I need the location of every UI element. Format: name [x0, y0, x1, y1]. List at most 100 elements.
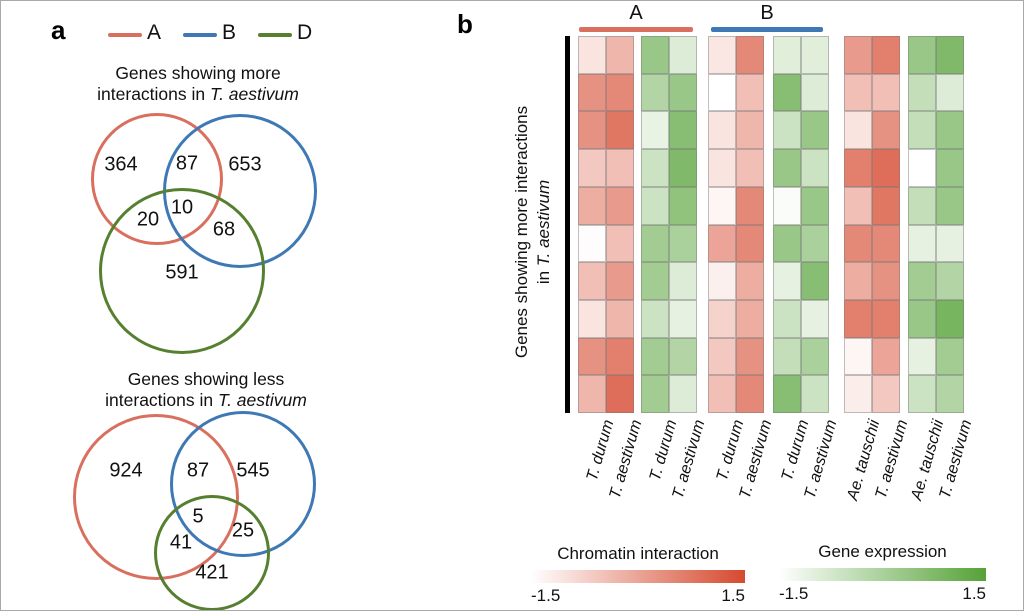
- heatmap-cell: [606, 337, 634, 376]
- heatmap-cell: [641, 36, 669, 74]
- heatmap-cell: [844, 375, 872, 413]
- legend-label-d: D: [297, 21, 313, 44]
- heatmap-cell: [578, 337, 606, 376]
- group-bar-b: [711, 27, 823, 32]
- heatmap-cell: [936, 299, 964, 338]
- heatmap-cell: [708, 149, 736, 187]
- heatmap-cell: [844, 337, 872, 376]
- chromatin-legend-title: Chromatin interaction: [557, 544, 719, 563]
- heatmap-cell: [641, 337, 669, 376]
- heatmap-cell: [708, 186, 736, 225]
- venn-more-count-ab: 87: [175, 152, 199, 175]
- heatmap-cell: [708, 337, 736, 376]
- legend-label-a: A: [147, 21, 162, 44]
- heatmap-cell: [844, 299, 872, 338]
- heatmap-cell: [606, 111, 634, 150]
- heatmap-cell: [801, 36, 829, 74]
- heatmap-cell: [708, 262, 736, 300]
- heatmap-cell: [844, 224, 872, 263]
- heatmap-cell: [669, 73, 697, 112]
- heatmap-cell: [773, 299, 801, 338]
- heatmap-cell: [908, 73, 936, 112]
- heatmap-cell: [908, 111, 936, 150]
- heatmap-cell: [736, 149, 764, 187]
- heatmap-cell: [708, 73, 736, 112]
- heatmap-block-A-chromatin: [578, 36, 634, 413]
- heatmap-cell: [936, 149, 964, 187]
- expression-legend-range: -1.5 1.5: [779, 584, 986, 604]
- venn-more-count-abd: 10: [170, 196, 194, 219]
- heatmap-cell: [801, 73, 829, 112]
- heatmap-cell: [801, 186, 829, 225]
- heatmap-cell: [736, 36, 764, 74]
- heatmap-cell: [936, 375, 964, 413]
- heatmap-cell: [606, 224, 634, 263]
- heatmap-cell: [708, 224, 736, 263]
- heatmap-cell: [908, 149, 936, 187]
- heatmap-cell: [578, 186, 606, 225]
- heatmap-y-axis-label-line1: Genes showing more interactions: [512, 105, 531, 359]
- venn-more-count-a-only: 364: [104, 153, 138, 176]
- legend-swatch-d: [258, 33, 292, 37]
- heatmap-cell: [872, 73, 900, 112]
- heatmap-cell: [708, 299, 736, 338]
- panel-b-label: b: [457, 9, 473, 39]
- heatmap-cell: [908, 337, 936, 376]
- heatmap-cell: [773, 111, 801, 150]
- heatmap-cell: [736, 73, 764, 112]
- heatmap-cell: [736, 186, 764, 225]
- venn-less-circle-d: [154, 495, 270, 610]
- heatmap-cell: [641, 186, 669, 225]
- heatmap-cell: [872, 111, 900, 150]
- heatmap-cell: [736, 262, 764, 300]
- heatmap-cell: [669, 337, 697, 376]
- heatmap-cell: [736, 111, 764, 150]
- heatmap-cell: [606, 299, 634, 338]
- chromatin-legend-range: -1.5 1.5: [531, 586, 745, 606]
- heatmap-block-B-expression: [773, 36, 829, 413]
- heatmap-cell: [872, 299, 900, 338]
- heatmap-cell: [708, 375, 736, 413]
- heatmap-cell: [936, 36, 964, 74]
- heatmap-cell: [773, 262, 801, 300]
- heatmap-cell: [641, 111, 669, 150]
- heatmap-cell: [936, 262, 964, 300]
- heatmap-cell: [908, 36, 936, 74]
- heatmap-cell: [669, 149, 697, 187]
- heatmap-cell: [578, 149, 606, 187]
- heatmap-cell: [908, 299, 936, 338]
- heatmap-cell: [773, 375, 801, 413]
- panel-a-label: a: [51, 15, 66, 45]
- venn-more-title-line2: interactions in T. aestivum: [97, 84, 299, 104]
- heatmap-cell: [801, 262, 829, 300]
- venn-more-title: Genes showing more interactions in T. ae…: [38, 63, 358, 105]
- venn-less-count-b-only: 545: [236, 459, 270, 482]
- heatmap-cell: [669, 111, 697, 150]
- chromatin-legend-max: 1.5: [721, 586, 745, 605]
- venn-more-circle-d: [99, 188, 265, 354]
- heatmap-cell: [844, 149, 872, 187]
- heatmap-cell: [801, 149, 829, 187]
- gene-expression-legend: Gene expression -1.5 1.5: [779, 542, 986, 604]
- heatmap-block-D-chromatin: [844, 36, 900, 413]
- heatmap-cell: [872, 375, 900, 413]
- group-bar-a: [579, 27, 693, 32]
- heatmap-cell: [736, 375, 764, 413]
- heatmap-cell: [578, 111, 606, 150]
- heatmap-cell: [606, 262, 634, 300]
- heatmap-cell: [708, 36, 736, 74]
- heatmap-cell: [872, 149, 900, 187]
- venn-more-count-d-only: 591: [165, 261, 199, 284]
- expression-legend-gradient: [779, 568, 986, 581]
- venn-less-title: Genes showing less interactions in T. ae…: [46, 369, 366, 411]
- venn-less-count-ab: 87: [186, 459, 210, 482]
- heatmap-cell: [669, 299, 697, 338]
- venn-more-count-ad: 20: [136, 208, 160, 231]
- chromatin-interaction-legend: Chromatin interaction -1.5 1.5: [531, 544, 745, 606]
- heatmap-cell: [669, 375, 697, 413]
- heatmap-cell: [606, 36, 634, 74]
- heatmap-cell: [578, 262, 606, 300]
- heatmap-cell: [872, 262, 900, 300]
- heatmap-block-B-chromatin: [708, 36, 764, 413]
- heatmap-cell: [606, 186, 634, 225]
